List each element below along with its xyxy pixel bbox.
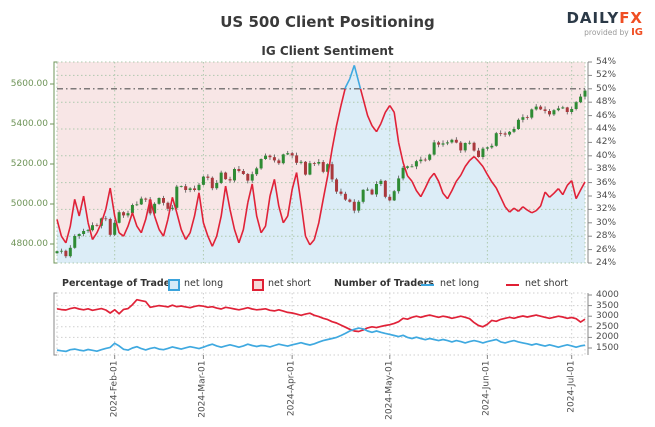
count-tick-label: 2000 — [596, 332, 619, 343]
percent-tick-label: 34% — [596, 191, 617, 201]
percent-tick-label: 48% — [596, 97, 617, 108]
dailyfx-wordmark: DAILYFX — [566, 9, 643, 27]
percent-tick-label: 50% — [596, 83, 617, 94]
legend-net-short-pct: net short — [268, 278, 312, 289]
price-tick-label: 5000.00 — [10, 198, 48, 209]
count-tick-label: 3000 — [596, 311, 619, 322]
net-long-swatch-icon — [168, 279, 180, 291]
net-long-line-icon — [421, 284, 434, 286]
percent-tick-label: 46% — [596, 110, 617, 121]
logo-fx: FX — [619, 9, 643, 27]
percent-tick-label: 38% — [596, 164, 617, 175]
date-tick-label: 2024-Jun-01 — [481, 360, 492, 416]
date-tick-label: 2024-Mar-01 — [197, 360, 208, 418]
percent-tick-label: 32% — [596, 204, 617, 215]
net-short-line-icon — [506, 284, 519, 286]
percent-tick-label: 54% — [596, 57, 617, 67]
price-tick-label: 5200.00 — [10, 158, 48, 169]
count-tick-label: 2500 — [596, 321, 619, 332]
price-tick-label: 5400.00 — [10, 118, 48, 129]
percent-tick-label: 28% — [596, 231, 617, 242]
legend-number-header: Number of Traders — [334, 278, 434, 289]
percent-tick-label: 36% — [596, 177, 617, 188]
date-tick-label: 2024-Apr-01 — [286, 360, 297, 417]
count-tick-label: 3500 — [596, 300, 619, 311]
date-tick-label: 2024-Jul-01 — [566, 360, 577, 413]
net-short-swatch-icon — [252, 279, 264, 291]
percent-tick-label: 30% — [596, 217, 617, 228]
main-chart-canvas — [50, 61, 592, 264]
percent-tick-label: 44% — [596, 124, 617, 134]
dailyfx-logo: DAILYFX provided by IG — [566, 9, 643, 38]
percent-tick-label: 52% — [596, 70, 617, 81]
traders-chart-canvas — [53, 292, 592, 359]
date-tick-label: 2024-Feb-01 — [109, 360, 120, 418]
count-tick-label: 1500 — [596, 343, 619, 353]
chart-subtitle: IG Client Sentiment — [261, 44, 394, 58]
percent-tick-label: 26% — [596, 244, 617, 255]
legend-net-short-count: net short — [525, 278, 569, 289]
percent-tick-label: 42% — [596, 137, 617, 148]
percent-tick-label: 24% — [596, 258, 617, 268]
legend-net-long-count: net long — [440, 278, 480, 289]
page-title: US 500 Client Positioning — [220, 13, 435, 31]
legend-net-long-pct: net long — [184, 278, 224, 289]
percent-tick-label: 40% — [596, 150, 617, 161]
legend-percentage-header: Percentage of Traders — [62, 278, 181, 289]
price-tick-label: 4800.00 — [10, 238, 48, 249]
provided-by-ig: provided by IG — [584, 26, 643, 38]
price-tick-label: 5600.00 — [10, 78, 48, 89]
date-tick-label: 2024-May-01 — [384, 360, 395, 420]
count-tick-label: 4000 — [596, 289, 619, 300]
logo-daily: DAILY — [566, 9, 620, 27]
